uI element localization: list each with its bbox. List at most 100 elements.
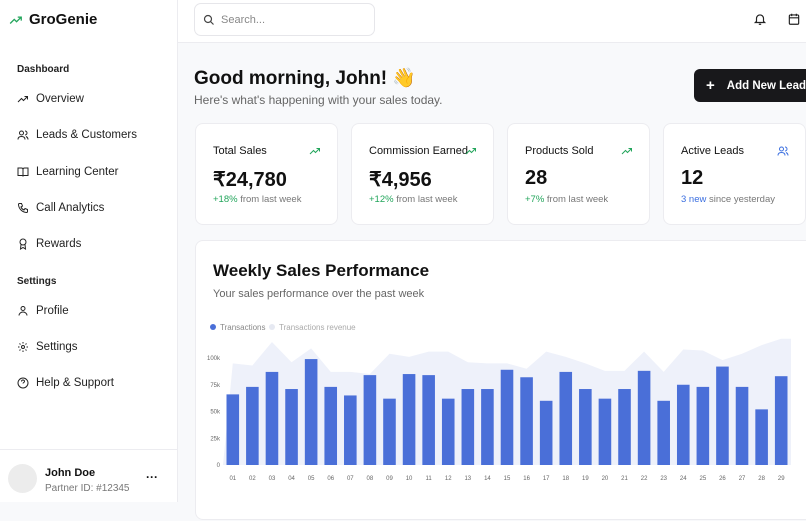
bar-24[interactable]	[676, 384, 690, 465]
bar-27[interactable]	[735, 386, 749, 465]
y-tick-label: 0	[217, 463, 221, 469]
x-tick-label: 26	[719, 476, 726, 482]
legend-transactions[interactable]: Transactions	[220, 323, 266, 332]
x-tick-label: 18	[562, 476, 569, 482]
bar-04[interactable]	[285, 389, 298, 465]
bar-19[interactable]	[579, 389, 592, 465]
stat-title: Products Sold	[525, 145, 594, 157]
user-name: John Doe	[45, 467, 96, 479]
top-header: Search...	[178, 0, 806, 43]
x-tick-label: 04	[288, 476, 295, 482]
user-icon	[18, 306, 28, 316]
bar-17[interactable]	[539, 400, 553, 465]
x-tick-label: 19	[582, 476, 589, 482]
search-input[interactable]: Search...	[194, 3, 375, 36]
more-icon[interactable]: ···	[146, 470, 158, 484]
x-tick-label: 29	[778, 476, 785, 482]
add-button-label: Add New Lead	[726, 79, 806, 92]
bar-29[interactable]	[774, 376, 788, 465]
stat-change: +12% from last week	[369, 194, 457, 205]
bar-08[interactable]	[363, 375, 377, 465]
stat-card: Products Sold 28 +7% from last week	[507, 123, 650, 225]
stat-change: +7% from last week	[525, 194, 608, 205]
x-tick-label: 13	[464, 476, 471, 482]
chart-subtitle: Your sales performance over the past wee…	[213, 288, 425, 300]
stat-note: from last week	[393, 194, 458, 205]
users-icon	[777, 146, 789, 156]
x-tick-label: 07	[347, 476, 354, 482]
bar-11[interactable]	[422, 375, 435, 465]
bar-02[interactable]	[246, 386, 259, 465]
sidebar-item-help[interactable]: Help & Support	[17, 377, 114, 389]
bar-28[interactable]	[755, 409, 768, 465]
legend-revenue[interactable]: Transactions revenue	[279, 323, 356, 332]
bar-12[interactable]	[441, 398, 455, 465]
x-tick-label: 20	[602, 476, 609, 482]
stat-delta: +18%	[213, 194, 238, 205]
x-tick-label: 02	[249, 476, 256, 482]
stat-card: Total Sales ₹24,780 +18% from last week	[195, 123, 338, 225]
logo[interactable]: GroGenie	[9, 11, 97, 28]
sidebar-item-label: Profile	[36, 305, 69, 317]
x-tick-label: 24	[680, 476, 687, 482]
stat-change: 3 new since yesterday	[681, 194, 775, 205]
sidebar-item-rewards[interactable]: Rewards	[17, 238, 81, 250]
bar-01[interactable]	[226, 394, 240, 465]
app-name: GroGenie	[29, 11, 98, 28]
section-dashboard: Dashboard	[17, 64, 70, 75]
bar-21[interactable]	[618, 389, 631, 465]
bar-07[interactable]	[344, 395, 357, 465]
x-tick-label: 28	[758, 476, 765, 482]
x-tick-label: 10	[406, 476, 413, 482]
bar-18[interactable]	[559, 371, 573, 465]
bar-03[interactable]	[265, 371, 279, 465]
sidebar-item-label: Call Analytics	[36, 202, 105, 214]
stat-value: 28	[525, 167, 548, 189]
bar-23[interactable]	[657, 400, 670, 465]
x-tick-label: 22	[641, 476, 648, 482]
sidebar-item-leads[interactable]: Leads & Customers	[17, 129, 137, 141]
bar-26[interactable]	[716, 366, 729, 465]
user-profile[interactable]: John Doe Partner ID: #12345 ···	[0, 449, 178, 502]
x-tick-label: 15	[504, 476, 511, 482]
trending-up-icon	[621, 148, 632, 155]
bar-22[interactable]	[637, 370, 651, 465]
bar-16[interactable]	[520, 377, 533, 465]
x-tick-label: 01	[229, 476, 236, 482]
sidebar-item-call-analytics[interactable]: Call Analytics	[17, 202, 104, 214]
bar-14[interactable]	[481, 389, 494, 465]
bar-06[interactable]	[324, 386, 338, 465]
bar-13[interactable]	[461, 389, 475, 465]
bar-10[interactable]	[402, 374, 416, 465]
x-tick-label: 21	[621, 476, 628, 482]
stat-card: Active Leads 12 3 new since yesterday	[663, 123, 806, 225]
stat-note: since yesterday	[706, 194, 776, 205]
sidebar-item-learning[interactable]: Learning Center	[17, 166, 118, 178]
stat-delta: +12%	[369, 194, 394, 205]
bar-05[interactable]	[304, 359, 318, 465]
stat-card: Commission Earned ₹4,956 +12% from last we…	[351, 123, 494, 225]
sidebar-item-label: Settings	[36, 341, 78, 353]
phone-icon	[17, 203, 28, 214]
sidebar-item-settings[interactable]: Settings	[17, 341, 78, 353]
x-tick-label: 25	[700, 476, 707, 482]
sidebar-item-profile[interactable]: Profile	[17, 305, 69, 317]
weekly-sales-chart: Weekly Sales Performance Your sales perf…	[195, 240, 806, 520]
bar-15[interactable]	[500, 369, 514, 465]
stat-title: Active Leads	[681, 145, 744, 157]
bar-25[interactable]	[696, 386, 710, 465]
x-tick-label: 03	[269, 476, 276, 482]
stat-title: Total Sales	[213, 145, 267, 157]
bar-09[interactable]	[383, 398, 396, 465]
calendar-icon[interactable]	[787, 12, 801, 26]
add-new-lead-button[interactable]: + Add New Lead	[694, 69, 806, 102]
help-icon	[17, 377, 29, 389]
sidebar-item-overview[interactable]: Overview	[17, 93, 84, 105]
bar-20[interactable]	[598, 398, 612, 465]
greeting: Good morning, John! 👋	[194, 68, 417, 89]
bell-icon[interactable]	[753, 12, 767, 26]
sidebar: GroGenie Dashboard Overview Leads & Cust…	[0, 0, 178, 502]
y-tick-label: 100k	[207, 356, 221, 362]
x-tick-label: 16	[523, 476, 530, 482]
stat-value: 12	[681, 167, 704, 189]
